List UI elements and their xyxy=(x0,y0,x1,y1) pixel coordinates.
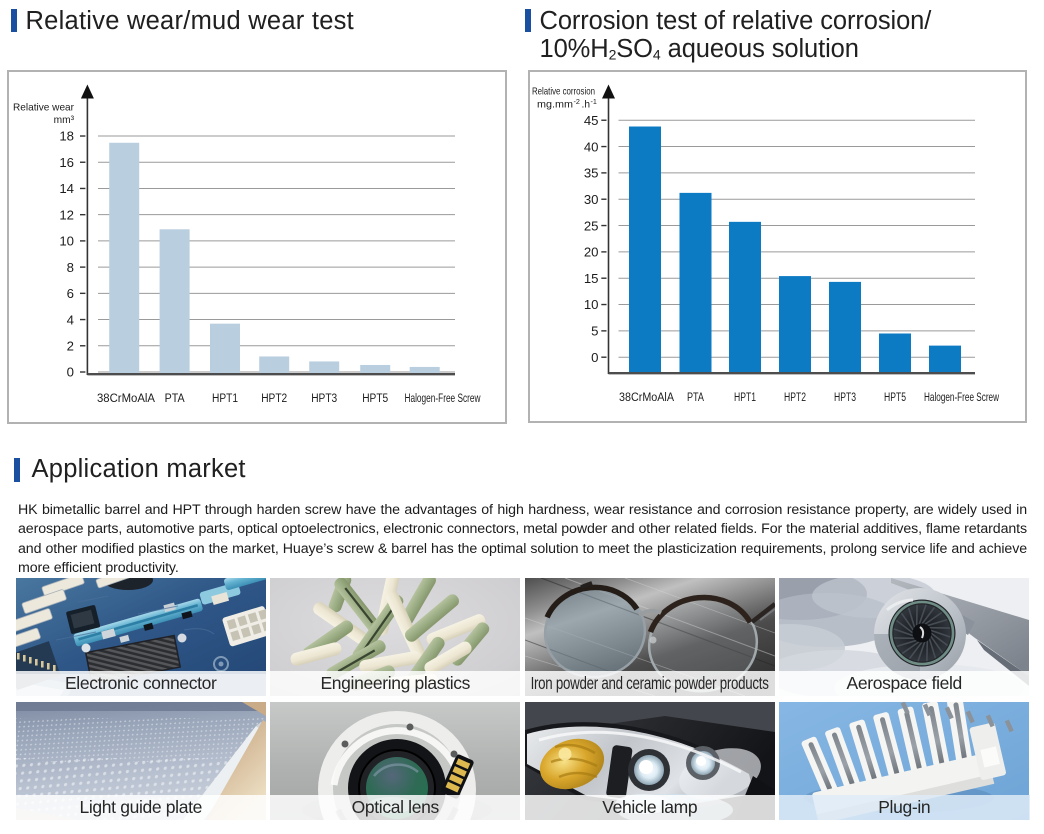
svg-text:-2: -2 xyxy=(574,97,580,106)
svg-text:HPT5: HPT5 xyxy=(362,391,388,405)
svg-text:18: 18 xyxy=(59,129,74,144)
svg-text:mm³: mm³ xyxy=(54,115,75,126)
svg-text:5: 5 xyxy=(591,324,598,339)
svg-text:10: 10 xyxy=(59,234,74,249)
svg-text:HPT5: HPT5 xyxy=(884,390,906,404)
svg-text:HPT1: HPT1 xyxy=(734,390,756,404)
svg-text:14: 14 xyxy=(59,181,74,196)
svg-text:35: 35 xyxy=(584,166,599,181)
svg-text:40: 40 xyxy=(584,139,599,154)
svg-text:8: 8 xyxy=(67,260,74,275)
svg-text:30: 30 xyxy=(584,192,599,207)
svg-text:Halogen-Free Screw: Halogen-Free Screw xyxy=(924,390,999,404)
svg-text:mg.mm: mg.mm xyxy=(537,100,573,111)
svg-text:15: 15 xyxy=(584,271,599,286)
svg-text:45: 45 xyxy=(584,113,599,128)
svg-text:.h: .h xyxy=(582,100,591,111)
svg-text:HPT2: HPT2 xyxy=(784,390,806,404)
svg-text:16: 16 xyxy=(59,155,74,170)
svg-text:Halogen-Free Screw: Halogen-Free Screw xyxy=(405,391,481,405)
svg-text:6: 6 xyxy=(67,286,74,301)
svg-text:2: 2 xyxy=(67,338,74,353)
svg-text:12: 12 xyxy=(59,207,74,222)
svg-text:20: 20 xyxy=(584,245,599,260)
svg-text:Relative corrosion: Relative corrosion xyxy=(532,87,595,98)
svg-text:HPT3: HPT3 xyxy=(311,391,337,405)
svg-text:38CrMoAlA: 38CrMoAlA xyxy=(619,390,675,404)
svg-text:HPT1: HPT1 xyxy=(212,391,238,405)
svg-text:0: 0 xyxy=(591,350,598,365)
svg-text:HPT2: HPT2 xyxy=(261,391,287,405)
svg-text:PTA: PTA xyxy=(165,391,186,405)
svg-text:25: 25 xyxy=(584,218,599,233)
svg-text:4: 4 xyxy=(67,312,74,327)
svg-text:-1: -1 xyxy=(591,97,597,106)
svg-text:HPT3: HPT3 xyxy=(834,390,856,404)
svg-text:0: 0 xyxy=(67,365,74,380)
svg-text:PTA: PTA xyxy=(687,390,705,404)
svg-text:Relative wear: Relative wear xyxy=(13,103,75,114)
svg-text:38CrMoAlA: 38CrMoAlA xyxy=(97,391,156,405)
svg-text:10: 10 xyxy=(584,297,599,312)
